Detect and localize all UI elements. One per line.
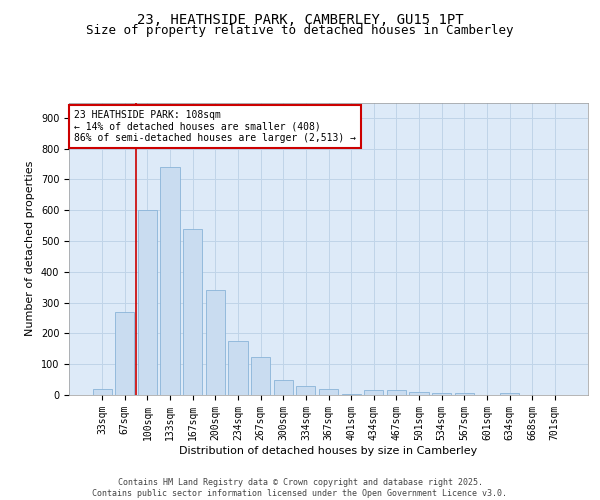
Text: Size of property relative to detached houses in Camberley: Size of property relative to detached ho… xyxy=(86,24,514,37)
X-axis label: Distribution of detached houses by size in Camberley: Distribution of detached houses by size … xyxy=(179,446,478,456)
Text: 23, HEATHSIDE PARK, CAMBERLEY, GU15 1PT: 23, HEATHSIDE PARK, CAMBERLEY, GU15 1PT xyxy=(137,12,463,26)
Bar xyxy=(138,210,157,395)
Bar xyxy=(341,394,361,395)
Bar xyxy=(92,389,112,395)
Text: Contains HM Land Registry data © Crown copyright and database right 2025.
Contai: Contains HM Land Registry data © Crown c… xyxy=(92,478,508,498)
Y-axis label: Number of detached properties: Number of detached properties xyxy=(25,161,35,336)
Text: 23 HEATHSIDE PARK: 108sqm
← 14% of detached houses are smaller (408)
86% of semi: 23 HEATHSIDE PARK: 108sqm ← 14% of detac… xyxy=(74,110,356,143)
Bar xyxy=(500,394,519,395)
Bar xyxy=(251,356,270,395)
Bar xyxy=(364,390,383,395)
Bar xyxy=(206,290,225,395)
Bar xyxy=(409,392,428,395)
Bar xyxy=(455,394,474,395)
Bar xyxy=(432,394,451,395)
Bar xyxy=(319,389,338,395)
Bar xyxy=(183,228,202,395)
Bar xyxy=(296,386,316,395)
Bar xyxy=(229,341,248,395)
Bar xyxy=(160,167,180,395)
Bar xyxy=(115,312,134,395)
Bar xyxy=(274,380,293,395)
Bar xyxy=(387,390,406,395)
